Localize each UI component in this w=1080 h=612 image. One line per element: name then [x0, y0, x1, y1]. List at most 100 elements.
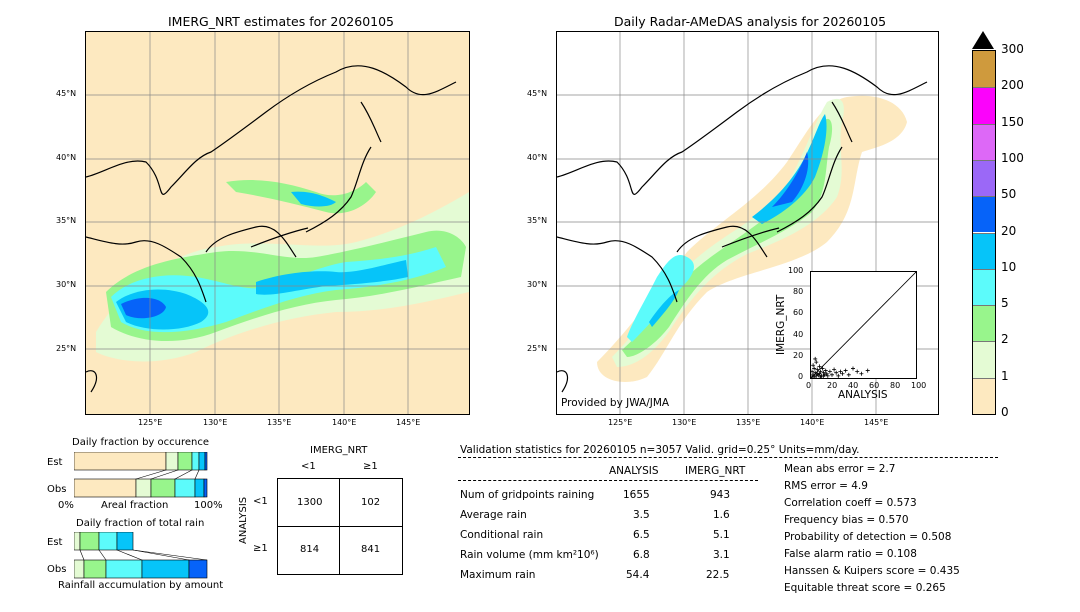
- scatter-canvas: [810, 271, 917, 379]
- colorbar-tick-label: 1: [1001, 368, 1009, 383]
- colorbar-segment: [973, 123, 995, 160]
- validation-row-label: Maximum rain: [460, 569, 536, 581]
- right-lat-label: 30°N: [527, 280, 548, 289]
- scatter-ytick: 100: [788, 266, 804, 275]
- scatter-point: [838, 369, 843, 374]
- validation-row-analysis: 1655: [623, 489, 650, 501]
- scatter-ylabel: IMERG_NRT: [775, 294, 787, 355]
- scatter-xtick: 60: [869, 381, 880, 390]
- right-map-canvas: [557, 32, 938, 414]
- colorbar-extend-arrow: [972, 31, 994, 49]
- scatter-xlabel: ANALYSIS: [838, 389, 888, 401]
- rain-fraction-footer: Rainfall accumulation by amount: [58, 580, 224, 591]
- colorbar-segment: [973, 377, 995, 414]
- colorbar-segment: [973, 159, 995, 197]
- left-lat-label: 25°N: [56, 344, 77, 353]
- left-lon-label: 140°E: [332, 418, 357, 427]
- contingency-col-ge: ≥1: [363, 461, 378, 472]
- contingency-cell: 102: [361, 497, 381, 508]
- validation-row-analysis: 6.5: [633, 529, 650, 541]
- colorbar-tick-label: 150: [1001, 114, 1024, 129]
- score-line: Correlation coeff = 0.573: [784, 497, 917, 509]
- right-lon-label: 140°E: [800, 418, 825, 427]
- rain-fraction-obs-label: Obs: [47, 564, 67, 575]
- right-lat-label: 35°N: [527, 216, 548, 225]
- colorbar-tick-label: 200: [1001, 78, 1024, 93]
- scatter-point: [811, 363, 816, 368]
- scatter-xtick: 20: [827, 381, 838, 390]
- scatter-point: [812, 366, 817, 371]
- right-lon-label: 145°E: [864, 418, 889, 427]
- scatter-point: [820, 366, 825, 371]
- left-lat-label: 40°N: [56, 153, 77, 162]
- validation-row-label: Num of gridpoints raining: [460, 489, 595, 501]
- colorbar-tick-label: 0: [1001, 405, 1009, 419]
- score-line: Frequency bias = 0.570: [784, 514, 909, 526]
- score-line: RMS error = 4.9: [784, 480, 868, 492]
- scatter-xtick: 0: [806, 381, 812, 390]
- validation-subdivider: [458, 480, 758, 481]
- colorbar-segment: [973, 196, 995, 233]
- scatter-point: [815, 371, 820, 376]
- colorbar-tick-label: 300: [1001, 42, 1024, 56]
- scatter-point: [851, 366, 855, 371]
- scatter-point: [859, 371, 864, 376]
- colorbar-segment: [973, 268, 995, 306]
- occurrence-bars: [74, 452, 208, 498]
- colorbar-tick-label: 50: [1001, 187, 1017, 202]
- right-coastline: [557, 65, 928, 393]
- occurrence-axis-right: 100%: [194, 500, 223, 511]
- left-lat-label: 30°N: [56, 280, 77, 289]
- right-lon-label: 130°E: [672, 418, 697, 427]
- scatter-point: [832, 367, 837, 372]
- validation-row-imerg: 3.1: [713, 549, 730, 561]
- occurrence-axis-left: 0%: [58, 500, 74, 511]
- occurrence-est-label: Est: [47, 457, 63, 468]
- validation-row-imerg: 22.5: [706, 569, 730, 581]
- validation-divider: [458, 457, 998, 458]
- scatter-point: [813, 370, 818, 375]
- colorbar-segment: [973, 232, 995, 269]
- validation-row-label: Conditional rain: [460, 529, 544, 541]
- left-map: 45°N: [85, 31, 470, 415]
- scatter-ytick: 80: [793, 287, 804, 297]
- scatter-point: [827, 369, 832, 374]
- validation-row-imerg: 1.6: [713, 509, 730, 521]
- occurrence-axis-label: Areal fraction: [101, 500, 169, 511]
- scatter-point: [815, 367, 820, 372]
- scatter-point: [813, 356, 818, 361]
- scatter-point: [825, 373, 830, 378]
- scatter-plot: [810, 271, 917, 379]
- left-lon-label: 135°E: [267, 418, 292, 427]
- scatter-point: [814, 360, 819, 365]
- contingency-row-ge: ≥1: [253, 543, 268, 554]
- score-line: Mean abs error = 2.7: [784, 463, 896, 475]
- right-map: [556, 31, 939, 415]
- validation-row-analysis: 6.8: [633, 549, 650, 561]
- data-credit: Provided by JWA/JMA: [561, 397, 670, 409]
- colorbar: [972, 50, 996, 415]
- colorbar-segment: [973, 341, 995, 378]
- right-lat-label: 25°N: [527, 344, 548, 353]
- contingency-col-title: IMERG_NRT: [310, 445, 368, 456]
- colorbar-tick-label: 5: [1001, 296, 1009, 311]
- right-map-title: Daily Radar-AMeDAS analysis for 20260105: [614, 14, 887, 29]
- scatter-ytick: 0: [798, 372, 804, 381]
- colorbar-segment: [973, 51, 995, 88]
- scatter-ytick: 20: [793, 350, 804, 360]
- scatter-point: [843, 368, 848, 373]
- right-rain-field: [597, 95, 907, 382]
- left-map-title: IMERG_NRT estimates for 20260105: [168, 14, 395, 29]
- left-lon-label: 145°E: [396, 418, 421, 427]
- scatter-point: [821, 373, 826, 378]
- scatter-point: [817, 364, 822, 369]
- validation-row-label: Rain volume (mm km²10⁶): [460, 549, 599, 561]
- validation-header: Validation statistics for 20260105 n=305…: [460, 444, 860, 456]
- validation-row-label: Average rain: [460, 509, 527, 521]
- contingency-row-title: ANALYSIS: [238, 496, 249, 544]
- colorbar-tick-label: 20: [1001, 223, 1017, 238]
- rain-fraction-title: Daily fraction of total rain: [76, 518, 205, 529]
- scatter-point: [814, 373, 819, 378]
- scatter-point: [823, 368, 828, 373]
- scatter-point: [818, 369, 823, 374]
